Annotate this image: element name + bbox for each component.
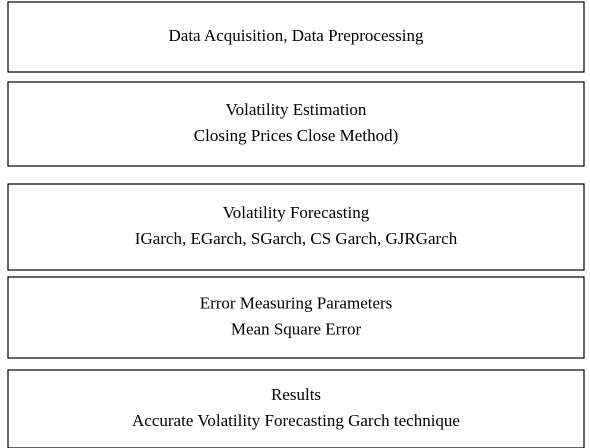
box-label: Mean Square Error [231,319,362,338]
box-label: Volatility Forecasting [223,203,370,222]
process-box [7,183,585,271]
box-label: Accurate Volatility Forecasting Garch te… [132,411,460,430]
process-box [7,369,585,448]
process-box [7,276,585,359]
box-label: IGarch, EGarch, SGarch, CS Garch, GJRGar… [135,229,458,248]
process-box [7,1,585,73]
box-label: Data Acquisition, Data Preprocessing [169,26,424,45]
box-label: Error Measuring Parameters [200,293,393,312]
box-label: Results [271,385,321,404]
box-label: Volatility Estimation [226,100,367,119]
box-label: Closing Prices Close Method) [194,126,398,145]
process-box [7,81,585,167]
